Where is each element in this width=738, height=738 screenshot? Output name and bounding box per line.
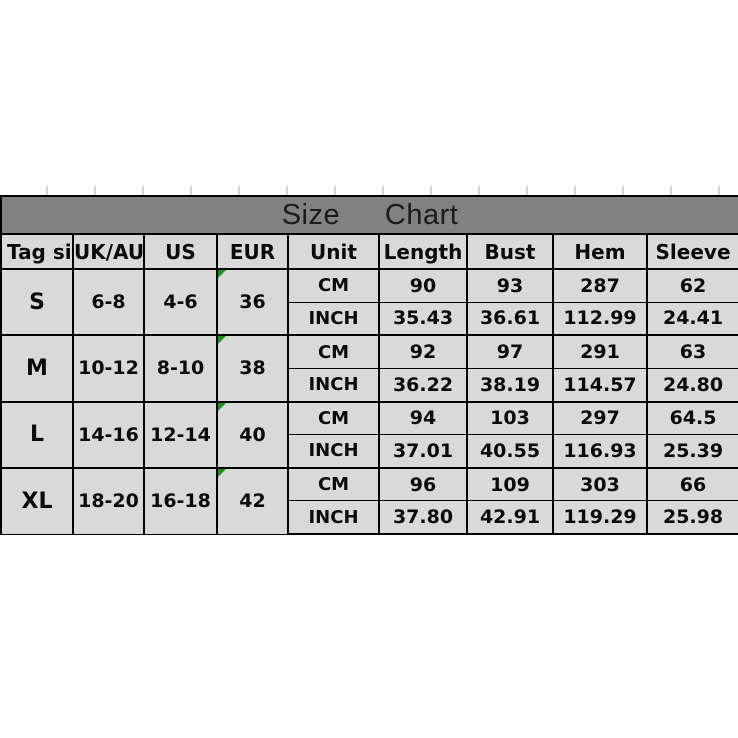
error-indicator-icon bbox=[219, 469, 226, 477]
row-xl-cm: XL 18-20 16-18 42 CM 96 109 303 66 bbox=[0, 466, 738, 535]
cell-tag-size: XL bbox=[0, 466, 74, 535]
title-row: Size Chart bbox=[0, 195, 738, 235]
cell-length: 37.80 bbox=[378, 500, 468, 536]
error-indicator-icon bbox=[219, 403, 226, 411]
cell-length: 35.43 bbox=[378, 301, 468, 337]
cell-hem: 112.99 bbox=[552, 301, 648, 337]
cell-unit-cm: CM bbox=[287, 400, 380, 436]
cell-sleeve: 64.5 bbox=[645, 400, 738, 436]
cell-eur: 40 bbox=[216, 400, 289, 469]
cell-unit-inch: INCH bbox=[287, 367, 380, 403]
cell-tag-size: S bbox=[0, 267, 74, 336]
column-header-row: Tag size UK/AU US EUR Unit Length Bust H… bbox=[0, 233, 738, 270]
cell-bust: 40.55 bbox=[466, 434, 554, 469]
cell-sleeve: 24.41 bbox=[645, 301, 738, 337]
col-header-tag-size: Tag size bbox=[0, 233, 74, 270]
cell-unit-cm: CM bbox=[287, 334, 380, 369]
cell-unit-inch: INCH bbox=[287, 301, 380, 337]
cell-length: 37.01 bbox=[378, 434, 468, 469]
row-m-inch: INCH 36.22 38.19 114.57 24.80 bbox=[1, 367, 738, 403]
cell-uk-au: 14-16 bbox=[72, 400, 145, 469]
row-l-inch: INCH 37.01 40.55 116.93 25.39 bbox=[1, 434, 738, 469]
cell-sleeve: 25.98 bbox=[645, 500, 738, 536]
cell-hem: 297 bbox=[552, 400, 648, 436]
col-header-length: Length bbox=[378, 233, 468, 270]
cell-unit-inch: INCH bbox=[287, 500, 380, 536]
cell-hem: 287 bbox=[552, 267, 648, 303]
row-s-inch: INCH 35.43 36.61 112.99 24.41 bbox=[1, 301, 738, 337]
cell-uk-au: 18-20 bbox=[72, 466, 145, 535]
cell-tag-size: M bbox=[0, 334, 74, 403]
cell-us: 4-6 bbox=[143, 267, 218, 336]
cell-eur: 36 bbox=[216, 267, 289, 336]
cell-bust: 93 bbox=[466, 267, 554, 303]
cell-sleeve: 25.39 bbox=[645, 434, 738, 469]
cell-uk-au: 10-12 bbox=[72, 334, 145, 403]
row-l-cm: L 14-16 12-14 40 CM 94 103 297 64.5 bbox=[0, 400, 738, 469]
error-indicator-icon bbox=[219, 337, 226, 345]
cell-unit-cm: CM bbox=[287, 267, 380, 303]
col-header-bust: Bust bbox=[466, 233, 554, 270]
cell-bust: 42.91 bbox=[466, 500, 554, 536]
cell-bust: 109 bbox=[466, 466, 554, 502]
row-m-cm: M 10-12 8-10 38 CM 92 97 291 63 bbox=[0, 334, 738, 403]
cell-hem: 116.93 bbox=[552, 434, 648, 469]
gridline-stubs bbox=[0, 186, 738, 195]
cell-sleeve: 66 bbox=[645, 466, 738, 502]
cell-us: 12-14 bbox=[143, 400, 218, 469]
col-header-unit: Unit bbox=[287, 233, 380, 270]
cell-eur: 42 bbox=[216, 466, 289, 535]
cell-bust: 38.19 bbox=[466, 367, 554, 403]
col-header-hem: Hem bbox=[552, 233, 648, 270]
cell-length: 90 bbox=[378, 267, 468, 303]
cell-bust: 103 bbox=[466, 400, 554, 436]
cell-hem: 119.29 bbox=[552, 500, 648, 536]
cell-hem: 303 bbox=[552, 466, 648, 502]
cell-us: 16-18 bbox=[143, 466, 218, 535]
size-chart-table: Size Chart Tag size UK/AU US EUR Unit Le… bbox=[0, 195, 738, 536]
col-header-sleeve: Sleeve bbox=[645, 233, 738, 270]
cell-unit-inch: INCH bbox=[287, 434, 380, 469]
cell-eur: 38 bbox=[216, 334, 289, 403]
cell-length: 36.22 bbox=[378, 367, 468, 403]
cell-bust: 36.61 bbox=[466, 301, 554, 337]
cell-hem: 291 bbox=[552, 334, 648, 369]
error-indicator-icon bbox=[219, 271, 226, 278]
cell-tag-size: L bbox=[0, 400, 74, 469]
cell-sleeve: 24.80 bbox=[645, 367, 738, 403]
cell-length: 92 bbox=[378, 334, 468, 369]
cell-us: 8-10 bbox=[143, 334, 218, 403]
cell-hem: 114.57 bbox=[552, 367, 648, 403]
row-xl-inch: INCH 37.80 42.91 119.29 25.98 bbox=[1, 500, 738, 536]
cell-uk-au: 6-8 bbox=[72, 267, 145, 336]
row-s-cm: S 6-8 4-6 36 CM 90 93 287 62 bbox=[0, 267, 738, 336]
table-title: Size Chart bbox=[0, 195, 738, 235]
cell-sleeve: 62 bbox=[645, 267, 738, 303]
cell-sleeve: 63 bbox=[645, 334, 738, 369]
col-header-eur: EUR bbox=[216, 233, 289, 270]
col-header-uk-au: UK/AU bbox=[72, 233, 145, 270]
cell-length: 96 bbox=[378, 466, 468, 502]
cell-length: 94 bbox=[378, 400, 468, 436]
col-header-us: US bbox=[143, 233, 218, 270]
cell-bust: 97 bbox=[466, 334, 554, 369]
cell-unit-cm: CM bbox=[287, 466, 380, 502]
